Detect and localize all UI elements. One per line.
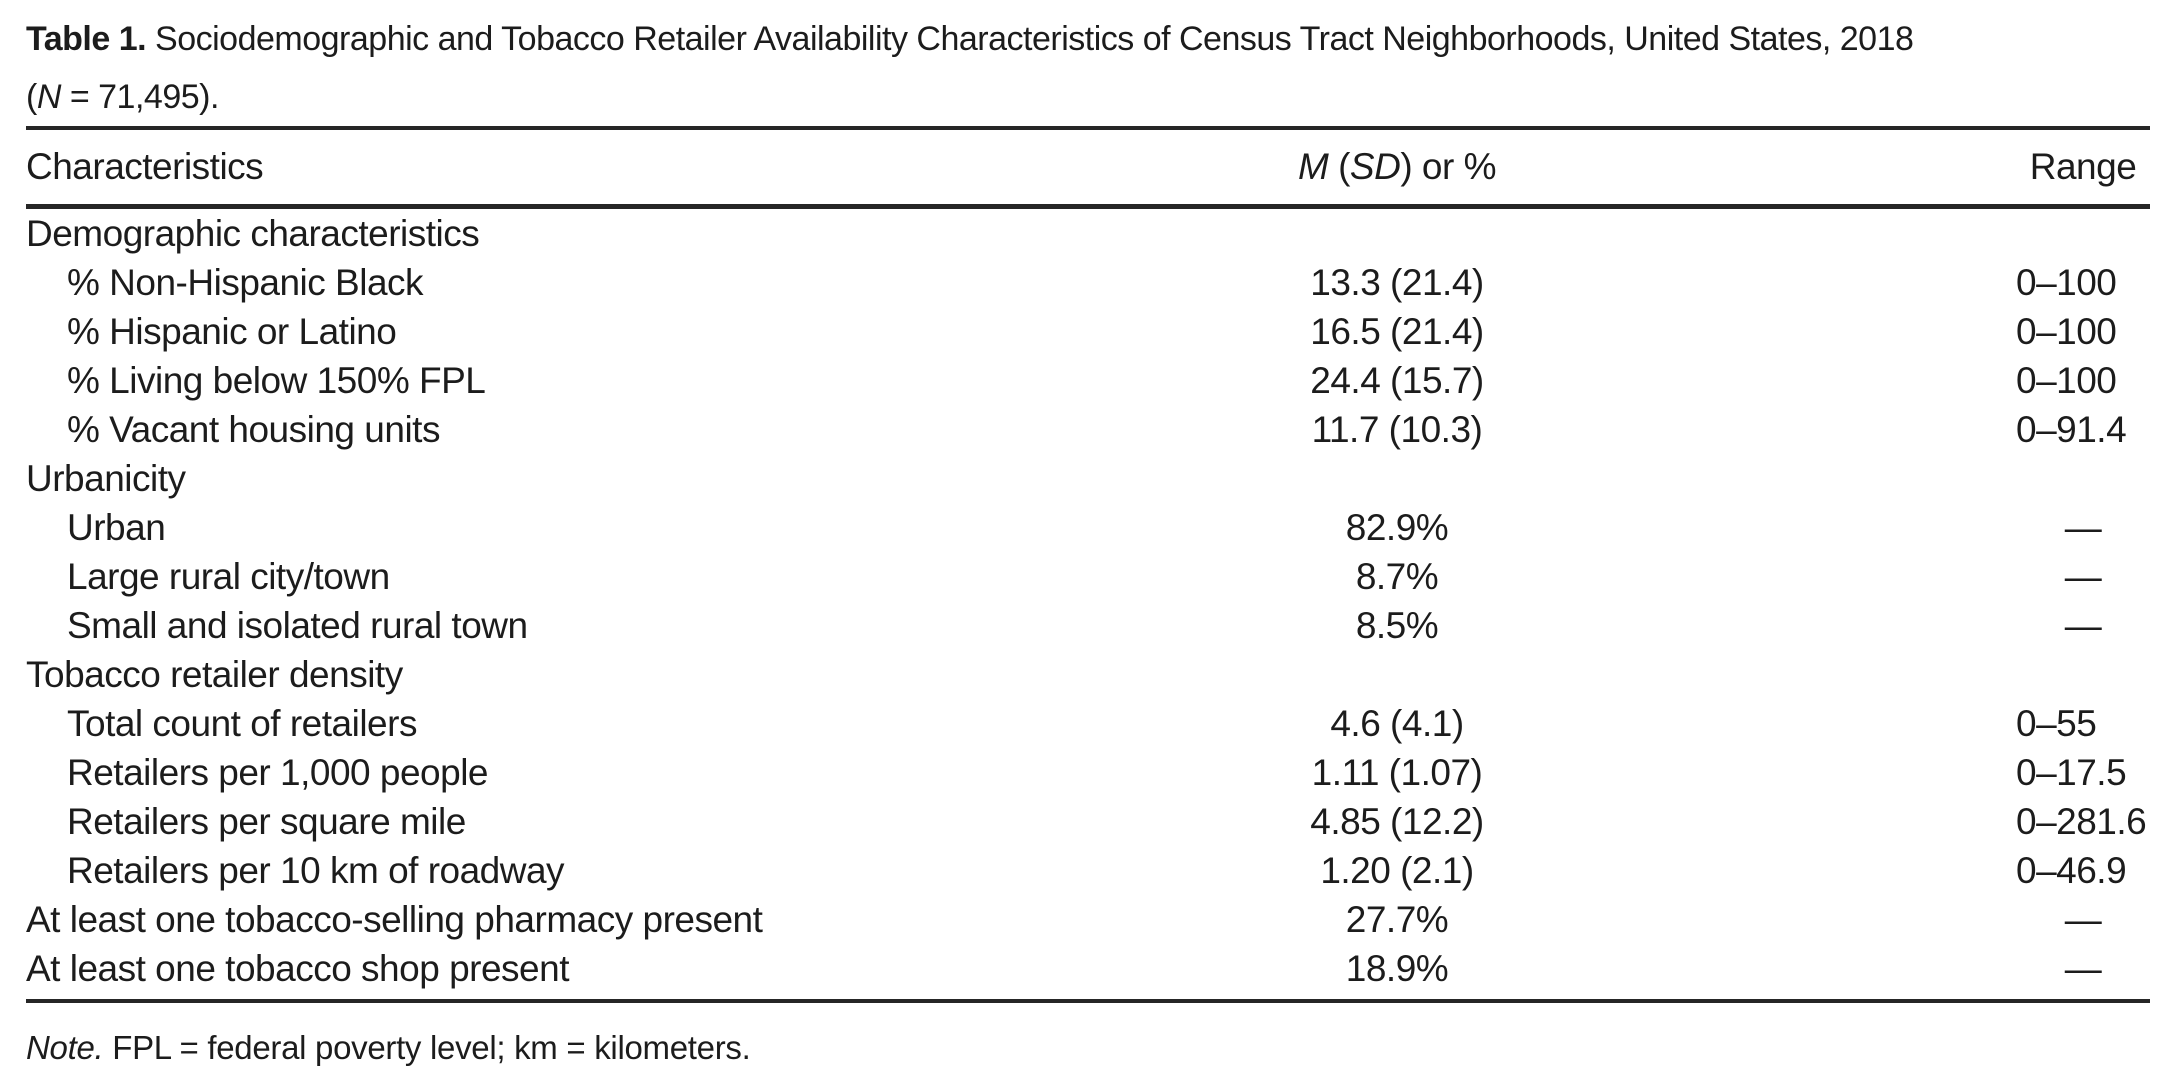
row-label: Retailers per square mile bbox=[67, 800, 466, 842]
row-range: — bbox=[2064, 555, 2102, 597]
row-label: Retailers per 10 km of roadway bbox=[67, 849, 565, 891]
table-caption: Table 1. Sociodemographic and Tobacco Re… bbox=[26, 10, 2150, 126]
table-caption-text: Sociodemographic and Tobacco Retailer Av… bbox=[146, 20, 1914, 58]
row-range: — bbox=[2064, 898, 2102, 940]
header-rule bbox=[26, 204, 2150, 209]
row-value: 8.5% bbox=[1355, 604, 1439, 646]
sd-symbol: SD bbox=[1349, 146, 1401, 187]
row-value: 4.6 (4.1) bbox=[1330, 702, 1464, 744]
row-label: % Living below 150% FPL bbox=[67, 359, 486, 401]
row-value: 24.4 (15.7) bbox=[1310, 359, 1484, 401]
row-range: 0–100 bbox=[2016, 359, 2117, 401]
table-row: Urbanicity bbox=[26, 454, 2150, 503]
row-value: 13.3 (21.4) bbox=[1310, 261, 1484, 303]
table-row: Retailers per 1,000 people 1.11 (1.07) 0… bbox=[26, 748, 2150, 797]
table-row: Urban 82.9% — bbox=[26, 503, 2150, 552]
row-value: 1.20 (2.1) bbox=[1320, 849, 1474, 891]
row-label: Total count of retailers bbox=[67, 702, 417, 744]
row-value: 1.11 (1.07) bbox=[1311, 751, 1483, 793]
row-label: Retailers per 1,000 people bbox=[67, 751, 489, 793]
col-header-range: Range bbox=[2029, 146, 2137, 187]
row-range: 0–17.5 bbox=[2016, 751, 2127, 793]
row-value: 11.7 (10.3) bbox=[1311, 408, 1483, 450]
m-symbol: M bbox=[1297, 146, 1329, 187]
row-label: Demographic characteristics bbox=[26, 212, 480, 254]
n-symbol: N bbox=[36, 78, 62, 116]
col-header-msd: M (SD) or % bbox=[1207, 146, 1587, 188]
table-row: % Non-Hispanic Black 13.3 (21.4) 0–100 bbox=[26, 258, 2150, 307]
table-row: Retailers per 10 km of roadway 1.20 (2.1… bbox=[26, 846, 2150, 895]
table-caption-line1: Table 1. Sociodemographic and Tobacco Re… bbox=[26, 10, 2150, 68]
row-value: 27.7% bbox=[1345, 898, 1449, 940]
table-row: Tobacco retailer density bbox=[26, 650, 2150, 699]
col-header-characteristics: Characteristics bbox=[26, 146, 264, 187]
table-number: Table 1. bbox=[26, 20, 147, 58]
table-row: % Vacant housing units 11.7 (10.3) 0–91.… bbox=[26, 405, 2150, 454]
sd-rest: ) or % bbox=[1400, 146, 1497, 187]
row-label: At least one tobacco shop present bbox=[26, 947, 569, 989]
table-row: Large rural city/town 8.7% — bbox=[26, 552, 2150, 601]
row-range: 0–100 bbox=[2016, 310, 2117, 352]
sd-open: ( bbox=[1328, 146, 1350, 187]
paper-table: Table 1. Sociodemographic and Tobacco Re… bbox=[26, 0, 2150, 1068]
table-row: Small and isolated rural town 8.5% — bbox=[26, 601, 2150, 650]
row-label: % Non-Hispanic Black bbox=[67, 261, 424, 303]
note-text: FPL = federal poverty level; km = kilome… bbox=[103, 1029, 751, 1066]
table-row: At least one tobacco-selling pharmacy pr… bbox=[26, 895, 2150, 944]
header-row: Characteristics M (SD) or % Range bbox=[26, 130, 2150, 204]
row-label: Tobacco retailer density bbox=[26, 653, 403, 695]
table-note: Note. FPL = federal poverty level; km = … bbox=[26, 1028, 2150, 1068]
table-body: Demographic characteristics % Non-Hispan… bbox=[26, 209, 2150, 993]
row-value: 18.9% bbox=[1345, 947, 1449, 989]
row-value: 4.85 (12.2) bbox=[1310, 800, 1484, 842]
row-range: 0–46.9 bbox=[2016, 849, 2127, 891]
table-row: Total count of retailers 4.6 (4.1) 0–55 bbox=[26, 699, 2150, 748]
row-range: — bbox=[2064, 506, 2102, 548]
row-range: — bbox=[2064, 604, 2102, 646]
table-row: % Hispanic or Latino 16.5 (21.4) 0–100 bbox=[26, 307, 2150, 356]
row-value: 82.9% bbox=[1345, 506, 1449, 548]
row-label: % Vacant housing units bbox=[67, 408, 440, 450]
row-value: 16.5 (21.4) bbox=[1310, 310, 1484, 352]
row-label: Urbanicity bbox=[26, 457, 186, 499]
row-range: — bbox=[2064, 947, 2102, 989]
bottom-rule bbox=[26, 999, 2150, 1003]
row-label: Small and isolated rural town bbox=[67, 604, 528, 646]
row-range: 0–91.4 bbox=[2016, 408, 2127, 450]
note-label: Note. bbox=[26, 1029, 104, 1066]
table-caption-line2: (N = 71,495). bbox=[26, 68, 2150, 126]
n-open-paren: ( bbox=[26, 78, 37, 116]
row-label: At least one tobacco-selling pharmacy pr… bbox=[26, 898, 763, 940]
row-range: 0–100 bbox=[2016, 261, 2117, 303]
row-range: 0–281.6 bbox=[2016, 800, 2147, 842]
table-row: At least one tobacco shop present 18.9% … bbox=[26, 944, 2150, 993]
row-range: 0–55 bbox=[2016, 702, 2097, 744]
row-label: Large rural city/town bbox=[67, 555, 390, 597]
row-value: 8.7% bbox=[1355, 555, 1439, 597]
table-row: Retailers per square mile 4.85 (12.2) 0–… bbox=[26, 797, 2150, 846]
table-row: Demographic characteristics bbox=[26, 209, 2150, 258]
n-value: = 71,495). bbox=[60, 78, 220, 116]
top-rule bbox=[26, 126, 2150, 130]
row-label: % Hispanic or Latino bbox=[67, 310, 397, 352]
table-row: % Living below 150% FPL 24.4 (15.7) 0–10… bbox=[26, 356, 2150, 405]
row-label: Urban bbox=[67, 506, 166, 548]
